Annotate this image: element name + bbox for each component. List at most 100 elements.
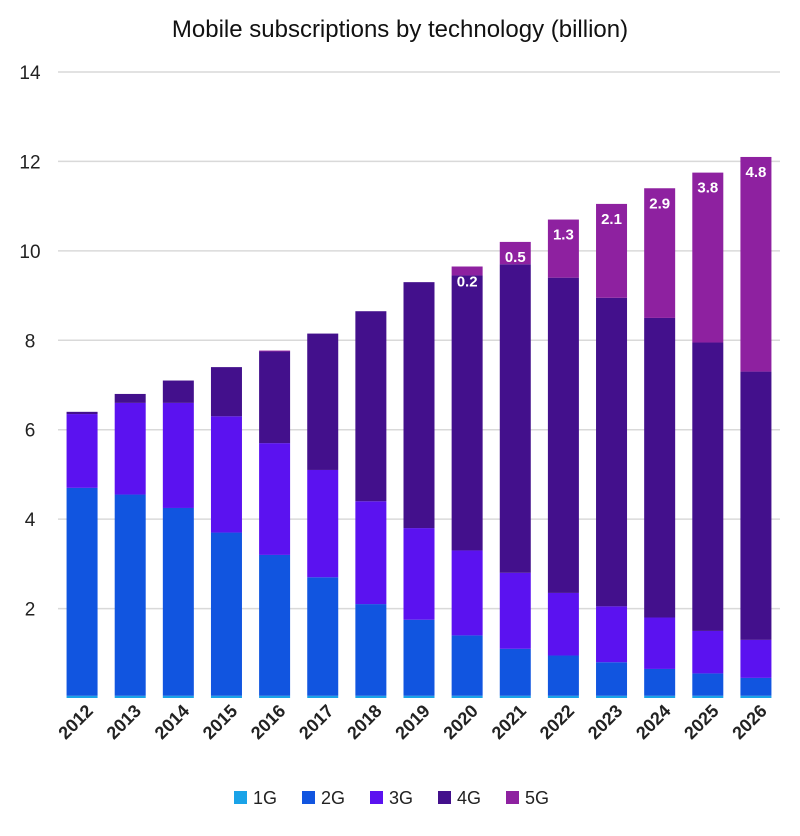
bar-segment-1g bbox=[644, 695, 676, 698]
bar-segment-3g bbox=[114, 402, 146, 495]
bar-segment-5g bbox=[740, 156, 772, 372]
bar-segment-1g bbox=[307, 695, 339, 698]
data-label: 0.5 bbox=[505, 249, 526, 266]
x-tick-label: 2013 bbox=[103, 701, 145, 743]
bar-segment-3g bbox=[499, 572, 531, 649]
x-tick-label: 2015 bbox=[199, 701, 241, 743]
bar-segment-1g bbox=[596, 695, 628, 698]
bar-segment-3g bbox=[596, 606, 628, 663]
x-tick-label: 2021 bbox=[488, 701, 530, 743]
bar-segment-2g bbox=[307, 577, 339, 696]
legend-label: 1G bbox=[253, 788, 277, 808]
bar-segment-3g bbox=[355, 501, 387, 605]
bar-segment-2g bbox=[66, 487, 98, 696]
bar-segment-1g bbox=[692, 695, 724, 698]
y-tick-label: 10 bbox=[19, 242, 40, 263]
bar-segment-1g bbox=[403, 695, 435, 698]
bar-segment-2g bbox=[114, 494, 146, 696]
bar-segment-2g bbox=[644, 668, 676, 696]
legend-swatch bbox=[370, 791, 383, 804]
bar-segment-2g bbox=[692, 673, 724, 696]
bar-segment-4g bbox=[114, 393, 146, 403]
bar-segment-2g bbox=[162, 507, 194, 696]
bar-segment-2g bbox=[740, 677, 772, 696]
bar-segment-4g bbox=[210, 367, 242, 417]
x-tick-label: 2022 bbox=[536, 701, 578, 743]
chart-title: Mobile subscriptions by technology (bill… bbox=[172, 16, 628, 43]
bar-segment-4g bbox=[162, 380, 194, 403]
x-tick-label: 2020 bbox=[440, 701, 482, 743]
bar-segment-1g bbox=[740, 695, 772, 698]
bar-segment-5g bbox=[451, 266, 483, 276]
data-label: 4.8 bbox=[746, 164, 767, 181]
bar-segment-3g bbox=[307, 469, 339, 578]
bar-segment-2g bbox=[596, 662, 628, 696]
x-tick-label: 2018 bbox=[343, 701, 385, 743]
bar-segment-4g bbox=[499, 264, 531, 573]
bar-segment-4g bbox=[307, 333, 339, 470]
bar-segment-5g bbox=[644, 188, 676, 318]
y-tick-label: 14 bbox=[19, 63, 41, 84]
bar-segment-1g bbox=[355, 695, 387, 698]
bar-segment-4g bbox=[403, 282, 435, 529]
data-label: 1.3 bbox=[553, 227, 574, 244]
legend-swatch bbox=[438, 791, 451, 804]
bar-segment-3g bbox=[210, 416, 242, 533]
bar-segment-2g bbox=[547, 655, 579, 696]
legend-item-2g: 2G bbox=[302, 788, 345, 808]
bar-segment-1g bbox=[499, 695, 531, 698]
legend-label: 2G bbox=[321, 788, 345, 808]
bar-segment-2g bbox=[499, 648, 531, 696]
bar-segment-4g bbox=[259, 351, 291, 444]
bar-segment-3g bbox=[162, 402, 194, 508]
x-tick-label: 2014 bbox=[151, 701, 193, 743]
data-label: 2.9 bbox=[649, 195, 670, 212]
bar-segment-3g bbox=[644, 617, 676, 669]
bar-segment-4g bbox=[740, 371, 772, 640]
x-tick-label: 2017 bbox=[295, 701, 337, 743]
x-tick-label: 2025 bbox=[680, 701, 722, 743]
bar-segment-3g bbox=[403, 528, 435, 620]
y-tick-label: 8 bbox=[25, 331, 36, 352]
bar-segment-2g bbox=[259, 554, 291, 696]
bar-segment-2g bbox=[403, 619, 435, 696]
x-tick-label: 2016 bbox=[247, 701, 289, 743]
bar-segment-5g bbox=[499, 241, 531, 265]
bar-segment-3g bbox=[66, 414, 98, 488]
bar-segment-1g bbox=[451, 695, 483, 698]
legend-item-1g: 1G bbox=[234, 788, 277, 808]
data-label: 0.2 bbox=[457, 274, 478, 291]
bar-segment-4g bbox=[451, 275, 483, 551]
x-tick-label: 2024 bbox=[632, 701, 674, 743]
legend-item-5g: 5G bbox=[506, 788, 549, 808]
y-tick-label: 4 bbox=[25, 510, 36, 531]
bar-segment-2g bbox=[451, 635, 483, 696]
data-label: 2.1 bbox=[601, 211, 622, 228]
bar-segment-4g bbox=[547, 277, 579, 593]
bar-segment-1g bbox=[162, 695, 194, 698]
bar-segment-5g bbox=[692, 172, 724, 343]
bar-segment-4g bbox=[596, 297, 628, 607]
y-tick-label: 2 bbox=[25, 600, 36, 621]
legend-swatch bbox=[234, 791, 247, 804]
bar-segment-3g bbox=[547, 592, 579, 656]
legend-item-3g: 3G bbox=[370, 788, 413, 808]
bar-segment-4g bbox=[355, 311, 387, 502]
bar-segment-4g bbox=[692, 342, 724, 631]
bar-segment-1g bbox=[210, 695, 242, 698]
bar-segment-4g bbox=[66, 411, 98, 415]
bar-segment-5g bbox=[259, 350, 291, 352]
x-tick-label: 2026 bbox=[728, 701, 770, 743]
legend-label: 3G bbox=[389, 788, 413, 808]
legend-swatch bbox=[506, 791, 519, 804]
bar-segment-3g bbox=[259, 443, 291, 555]
bar-segment-4g bbox=[644, 317, 676, 618]
bar-segment-1g bbox=[547, 695, 579, 698]
legend-item-4g: 4G bbox=[438, 788, 481, 808]
y-tick-label: 12 bbox=[19, 152, 40, 173]
bar-segment-3g bbox=[740, 639, 772, 678]
y-tick-label: 6 bbox=[25, 421, 36, 442]
x-tick-label: 2023 bbox=[584, 701, 626, 743]
legend-swatch bbox=[302, 791, 315, 804]
